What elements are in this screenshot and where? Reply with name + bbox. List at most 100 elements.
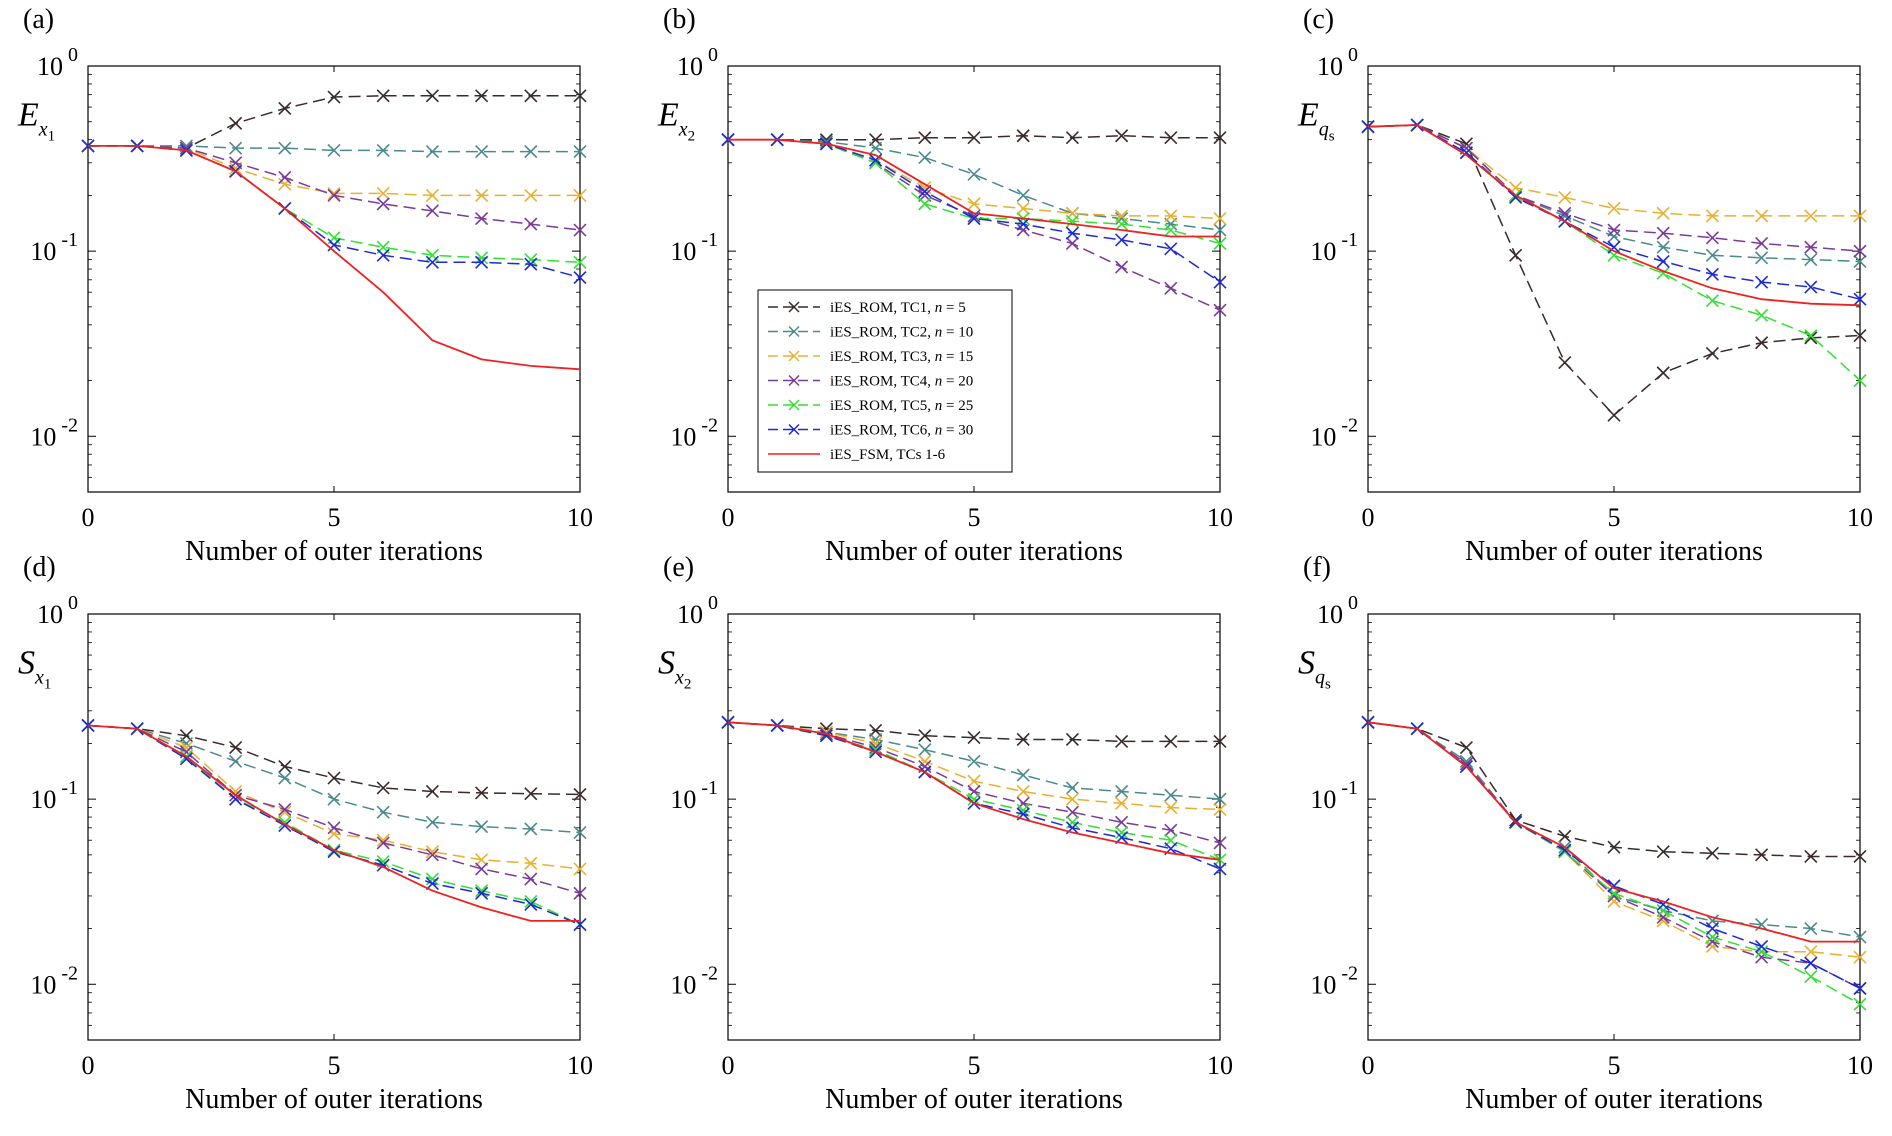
marker-stroke xyxy=(1065,214,1079,228)
y-tick-exponent: -2 xyxy=(56,962,78,984)
marker-stroke xyxy=(1755,939,1769,954)
marker-stroke xyxy=(1213,792,1227,806)
data-point-marker xyxy=(376,89,390,103)
series-line-ies-rom-tc3-n-15 xyxy=(728,138,1221,220)
series-line-ies-rom-tc5-n-25 xyxy=(1367,124,1861,382)
marker-stroke xyxy=(573,188,587,202)
marker-stroke xyxy=(1853,981,1867,995)
series-line-ies-rom-tc5-n-25 xyxy=(87,724,581,926)
marker-stroke xyxy=(1804,970,1818,984)
y-tick-exponent: -1 xyxy=(56,777,78,799)
legend-label-prefix: iES_ROM, TC1, xyxy=(830,300,935,316)
marker-stroke xyxy=(327,792,341,806)
marker-stroke xyxy=(376,858,390,872)
y-axis-label: Eqs xyxy=(1297,96,1335,144)
marker-stroke xyxy=(1213,862,1227,876)
data-point-marker xyxy=(278,771,292,785)
series-line-ies-rom-tc1-n-5 xyxy=(1367,124,1861,417)
marker-stroke xyxy=(524,257,538,271)
data-point-marker xyxy=(1804,240,1818,254)
data-point-marker xyxy=(1607,229,1621,244)
data-point-marker xyxy=(1705,209,1719,223)
y-tick-base: 10 xyxy=(30,970,56,999)
data-point-marker xyxy=(327,231,341,245)
data-point-marker xyxy=(1065,226,1079,240)
x-tick-label: 0 xyxy=(722,1051,735,1080)
panel-label: (f) xyxy=(1303,552,1331,583)
marker-stroke xyxy=(1804,956,1818,970)
x-axis-label: Number of outer iterations xyxy=(185,536,483,567)
data-point-marker xyxy=(278,170,292,185)
marker-stroke xyxy=(1607,879,1621,893)
y-label-letter: S xyxy=(658,644,675,681)
marker-stroke xyxy=(327,90,341,104)
data-point-marker xyxy=(1459,757,1473,771)
data-point-marker xyxy=(327,188,341,202)
data-point-marker xyxy=(1656,366,1670,380)
series-line-ies-rom-tc1-n-5 xyxy=(727,721,1220,743)
legend-marker-stroke xyxy=(788,325,800,338)
y-tick-exponent: -2 xyxy=(696,962,718,984)
legend-entry: iES_ROM, TC1, n = 5 xyxy=(768,300,966,316)
marker-stroke xyxy=(1065,792,1079,806)
marker-stroke xyxy=(1705,294,1719,308)
x-axis-label: Number of outer iterations xyxy=(1465,1084,1763,1115)
x-tick-label: 10 xyxy=(1207,1051,1233,1080)
x-tick-label: 0 xyxy=(82,503,95,532)
data-point-marker xyxy=(1459,754,1473,768)
series-line-ies-rom-tc6-n-30 xyxy=(727,721,1221,870)
series-line-ies-fsm-tcs-1-6 xyxy=(727,721,1221,861)
marker-stroke xyxy=(1213,131,1227,145)
legend-label-prefix: iES_FSM, TCs 1-6 xyxy=(830,447,946,463)
data-point-marker xyxy=(1607,840,1621,854)
marker-stroke xyxy=(1607,840,1621,854)
series-line-ies-rom-tc6-n-30 xyxy=(87,724,581,926)
data-point-marker xyxy=(524,257,538,271)
marker-stroke xyxy=(573,918,587,932)
marker-stroke xyxy=(179,141,193,155)
data-point-marker xyxy=(1558,190,1572,205)
legend-label: iES_ROM, TC6, n = 30 xyxy=(830,423,973,439)
marker-stroke xyxy=(1558,845,1572,859)
y-tick-exponent: 0 xyxy=(63,44,78,66)
series-line-ies-rom-tc6-n-30 xyxy=(1367,721,1861,990)
y-tick-exponent: -2 xyxy=(696,414,718,436)
y-tick-label: 10 -2 xyxy=(30,414,78,451)
legend-marker-stroke xyxy=(788,399,800,411)
y-tick-base: 10 xyxy=(1310,970,1336,999)
data-point-marker xyxy=(376,781,390,795)
data-point-marker xyxy=(1705,248,1719,262)
y-tick-exponent: 0 xyxy=(63,592,78,614)
legend-label: iES_ROM, TC4, n = 20 xyxy=(830,374,973,390)
data-point-marker xyxy=(425,876,439,891)
marker-stroke xyxy=(1607,408,1621,422)
data-point-marker xyxy=(1115,825,1129,840)
data-point-marker xyxy=(524,217,538,231)
legend-marker-stroke xyxy=(788,374,800,387)
series-line-ies-fsm-tcs-1-6 xyxy=(88,144,581,371)
data-point-marker xyxy=(1853,997,1867,1011)
data-point-marker xyxy=(278,802,292,816)
data-point-marker xyxy=(475,188,489,202)
x-axis-label: Number of outer iterations xyxy=(825,536,1123,567)
y-label-letter: E xyxy=(17,96,39,133)
y-label-subsub: s xyxy=(1325,676,1331,692)
legend-label-suffix: = 15 xyxy=(942,349,973,365)
marker-stroke xyxy=(1016,217,1030,231)
marker-stroke xyxy=(573,862,587,876)
marker-stroke xyxy=(524,822,538,836)
data-point-marker xyxy=(869,153,883,167)
data-point-marker xyxy=(573,144,587,159)
data-point-marker xyxy=(1065,805,1079,819)
marker-stroke xyxy=(1853,328,1867,343)
data-point-marker xyxy=(425,872,439,886)
x-tick-label: 5 xyxy=(328,1051,341,1080)
marker-stroke xyxy=(1016,188,1030,202)
marker-stroke xyxy=(918,729,932,743)
data-point-marker xyxy=(967,792,981,806)
marker-stroke xyxy=(1705,846,1719,860)
y-tick-base: 10 xyxy=(1310,422,1336,451)
y-tick-base: 10 xyxy=(1317,52,1343,81)
data-point-marker xyxy=(1164,823,1178,837)
